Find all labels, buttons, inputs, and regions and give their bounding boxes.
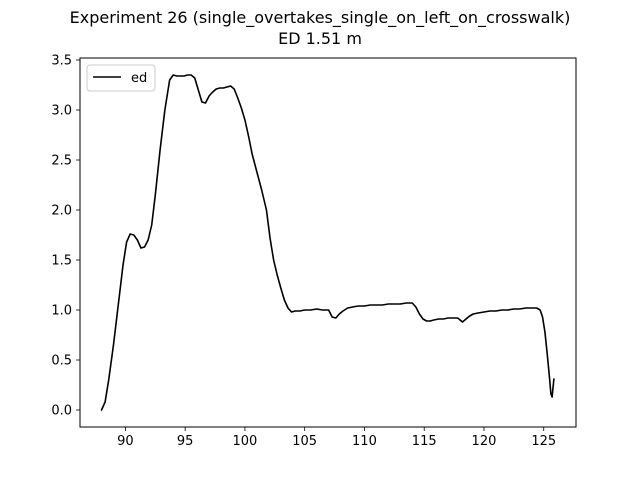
chart-subtitle: ED 1.51 m [278,29,362,48]
x-tick-label: 125 [531,434,556,449]
y-tick-label: 3.0 [51,104,72,119]
y-tick-label: 3.5 [51,54,72,69]
x-axis: 90 95 100 105 110 115 120 125 [117,427,556,449]
y-tick-label: 2.0 [51,204,72,219]
chart-title: Experiment 26 (single_overtakes_single_o… [69,8,571,27]
x-tick-label: 95 [177,434,194,449]
y-axis: 0.0 0.5 1.0 1.5 2.0 2.5 3.0 3.5 [51,54,80,419]
y-tick-label: 2.5 [51,154,72,169]
x-tick-label: 90 [117,434,134,449]
y-tick-label: 0.0 [51,404,72,419]
legend-label: ed [131,71,147,86]
x-tick-label: 100 [233,434,258,449]
x-tick-label: 110 [352,434,377,449]
y-tick-label: 0.5 [51,354,72,369]
x-tick-label: 120 [472,434,497,449]
legend: ed [86,64,156,92]
axes-frame [79,57,577,428]
x-tick-label: 105 [292,434,317,449]
x-tick-label: 115 [412,434,437,449]
series-line-ed [100,74,555,411]
y-tick-label: 1.0 [51,304,72,319]
series-layer [100,74,555,411]
legend-box [86,64,156,92]
y-tick-label: 1.5 [51,254,72,269]
